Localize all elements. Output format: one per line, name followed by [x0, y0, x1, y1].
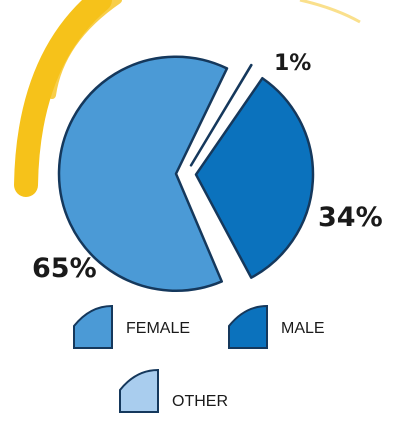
legend-item-male: MALE: [228, 304, 325, 349]
pie-value-label-other: 1%: [274, 51, 311, 76]
decorative-brush-stroke: [14, 0, 361, 197]
pie-slice-other: [189, 63, 253, 167]
legend-label-male: MALE: [281, 320, 325, 337]
legend-swatch-other: [119, 368, 159, 413]
legend: FEMALE MALE OTHER: [73, 304, 325, 413]
legend-swatch-female: [73, 304, 113, 349]
pie-slice-male: [194, 76, 315, 279]
legend-item-other: OTHER: [119, 368, 228, 413]
legend-item-female: FEMALE: [73, 304, 190, 349]
legend-label-other: OTHER: [172, 393, 228, 410]
pie-value-label-female: 65%: [32, 253, 97, 284]
pie-slice-female: [57, 55, 229, 292]
legend-swatch-male: [228, 304, 268, 349]
legend-label-female: FEMALE: [126, 320, 190, 337]
pie-value-label-male: 34%: [318, 202, 383, 233]
